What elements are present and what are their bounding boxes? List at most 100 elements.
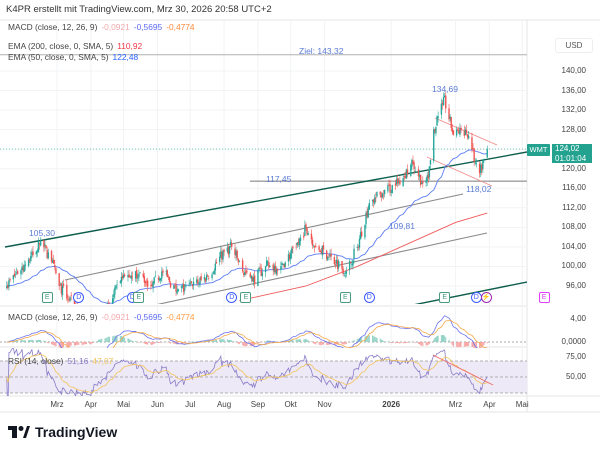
candle-body <box>204 278 207 282</box>
candle-body <box>243 272 245 275</box>
macd-histogram-bar <box>39 339 41 342</box>
candle-body <box>475 163 478 164</box>
macd-histogram-bar <box>402 342 404 344</box>
macd-histogram-bar <box>337 342 339 345</box>
price-tick: 96,00 <box>565 280 586 290</box>
candle-body <box>295 246 297 248</box>
macd-histogram-bar <box>160 342 162 343</box>
macd-histogram-bar <box>291 339 293 342</box>
earnings-marker[interactable]: E <box>339 292 351 303</box>
macd-histogram-bar <box>427 342 429 345</box>
candle-body <box>44 244 46 246</box>
candle-body <box>395 179 398 185</box>
candle-body <box>272 264 274 271</box>
macd-histogram-bar <box>305 338 307 342</box>
candle-body <box>348 261 351 271</box>
candle-body <box>428 166 431 178</box>
split-event-marker[interactable]: ⚡ <box>480 292 492 303</box>
macd-histogram-bar <box>349 342 351 343</box>
rsi-legend[interactable]: RSI (14, close) 51,16 47,07 <box>8 356 113 366</box>
macd-legend-top[interactable]: MACD (close, 12, 26, 9) -0,0921 -0,5695 -0,… <box>8 22 195 32</box>
candle-body <box>45 245 47 248</box>
macd-histogram-bar <box>300 339 302 342</box>
candle-body <box>62 283 65 286</box>
macd-histogram-bar <box>236 342 238 343</box>
candle-body <box>371 199 374 202</box>
macd-histogram-bar <box>17 340 19 342</box>
macd-histogram-bar <box>473 342 475 348</box>
macd-histogram-bar <box>152 342 154 345</box>
macd-histogram-bar <box>97 339 99 342</box>
parallel-channel-lower <box>157 232 488 304</box>
price-tick: 136,00 <box>561 85 586 95</box>
macd-histogram-bar <box>212 340 214 342</box>
tradingview-logo[interactable]: TradingView <box>8 424 117 440</box>
candle-body <box>394 183 397 186</box>
candle-body <box>182 283 185 292</box>
macd-histogram-bar <box>320 342 322 346</box>
candle-body <box>455 129 458 136</box>
candle-body <box>142 273 144 277</box>
macd-legend[interactable]: MACD (close, 12, 26, 9) -0,0921 -0,5695 -0,… <box>8 312 195 322</box>
dividend-marker[interactable]: D <box>73 292 85 303</box>
candle-body <box>226 247 229 252</box>
high-label: 134,69 <box>432 84 458 94</box>
candle-body <box>413 162 415 170</box>
ema200-legend[interactable]: EMA (200, close, 0, SMA, 5) 110,92 <box>8 41 142 51</box>
candle-body <box>27 259 30 266</box>
currency-button[interactable]: USD <box>555 38 593 53</box>
earnings-marker[interactable]: E <box>133 292 145 303</box>
candle-body <box>43 240 45 248</box>
candle-body <box>305 224 307 228</box>
macd-histogram-bar <box>69 342 71 347</box>
candle-body <box>387 185 389 192</box>
ema200-line <box>239 212 488 302</box>
macd-histogram-bar <box>119 335 121 342</box>
candle-body <box>237 258 239 263</box>
macd-histogram-bar <box>419 342 421 345</box>
earnings-marker[interactable]: E <box>538 292 550 303</box>
candle-body <box>414 170 416 172</box>
candle-body <box>275 269 278 274</box>
macd-histogram-bar <box>244 342 246 347</box>
candle-body <box>59 285 61 286</box>
macd-histogram-bar <box>196 341 198 342</box>
candle-body <box>287 254 290 262</box>
candle-body <box>368 202 371 210</box>
candle-body <box>273 265 276 272</box>
macd-histogram-bar <box>29 340 31 342</box>
candle-body <box>276 268 279 271</box>
macd-histogram-bar <box>330 342 332 345</box>
dividend-marker[interactable]: D <box>363 292 375 303</box>
dividend-marker[interactable]: D <box>226 292 238 303</box>
macd-histogram-bar <box>174 342 176 344</box>
earnings-marker[interactable]: E <box>41 292 53 303</box>
macd-histogram-bar <box>43 340 45 342</box>
earnings-marker[interactable]: E <box>439 292 451 303</box>
macd-histogram-bar <box>31 339 33 342</box>
mid-low-label: 109,81 <box>389 221 415 231</box>
earnings-marker[interactable]: E <box>240 292 252 303</box>
candle-body <box>165 271 167 273</box>
macd-histogram-bar <box>223 339 225 342</box>
macd-histogram-bar <box>46 342 48 343</box>
candle-body <box>482 160 484 169</box>
macd-histogram-bar <box>313 342 315 344</box>
candle-body <box>353 248 355 259</box>
ema50-legend[interactable]: EMA (50, close, 0, SMA, 5) 122,48 <box>8 52 138 62</box>
macd-histogram-bar <box>135 341 137 342</box>
legend-label: MACD (close, 12, 26, 9) <box>8 312 98 322</box>
candle-body <box>437 116 439 119</box>
legend-label: MACD (close, 12, 26, 9) <box>8 22 98 32</box>
macd-histogram-bar <box>147 342 149 345</box>
macd-histogram-bar <box>456 342 458 347</box>
candle-body <box>167 276 170 278</box>
macd-histogram-bar <box>35 340 37 342</box>
candle-body <box>246 271 248 272</box>
candle-body <box>213 270 215 274</box>
candle-body <box>451 128 454 133</box>
macd-histogram-bar <box>52 342 54 345</box>
candle-body <box>450 117 452 128</box>
macd-histogram-bar <box>51 342 53 345</box>
